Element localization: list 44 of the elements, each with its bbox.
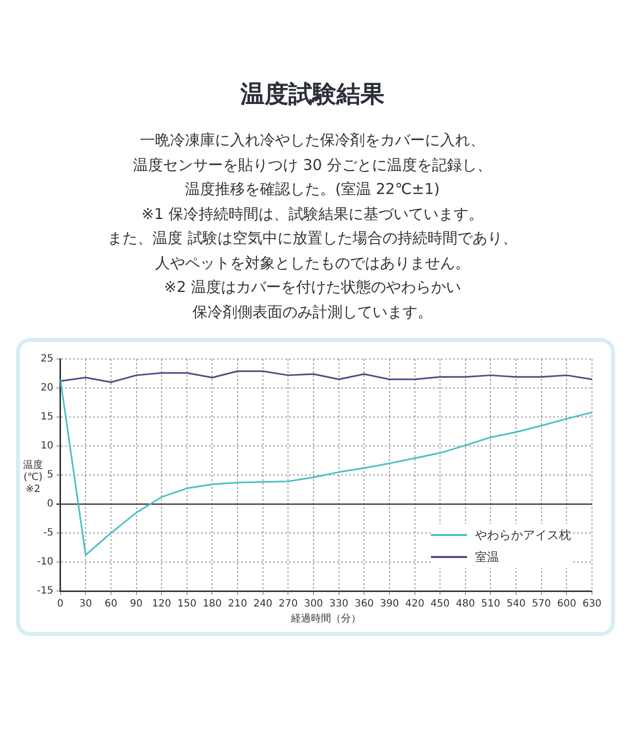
y-tick-label: 0: [46, 498, 54, 510]
text: 温度推移を確認した。(室温 22℃±1): [184, 179, 441, 200]
x-tick-label: 570: [532, 598, 551, 610]
x-tick-label: 300: [304, 598, 324, 610]
x-tick-label: 210: [228, 598, 248, 610]
text: 人やペットを対象としたものではありません。: [154, 252, 471, 274]
x-tick-label: 450: [430, 598, 450, 610]
y-tick-label: 25: [40, 354, 54, 365]
x-tick-label: 360: [354, 598, 374, 610]
x-tick-label: 240: [253, 598, 272, 610]
x-tick-label: 480: [456, 598, 475, 610]
text: 温度センサーを貼りつけ 30 分ごとに温度を記録し、: [132, 154, 493, 176]
x-tick-label: 30: [79, 598, 92, 610]
x-tick-label: 150: [177, 598, 196, 610]
text: ※1 保冷持続時間は、試験結果に基づいています。: [140, 204, 484, 224]
text: 一晩冷凍庫に入れ冷やした保冷剤をカバーに入れ、: [139, 130, 486, 151]
x-tick-label: 630: [582, 598, 602, 610]
legend-label: 室温: [475, 549, 499, 566]
x-tick-label: 60: [104, 598, 118, 610]
y-tick-label: -10: [36, 556, 54, 568]
x-tick-label: 420: [405, 598, 424, 610]
x-axis-title: 経過時間（分）: [290, 612, 362, 625]
x-tick-label: 330: [329, 598, 348, 610]
chart-title: 温度試験結果: [239, 79, 386, 110]
y-axis-title: 温度 (℃) ※2: [22, 460, 44, 496]
x-tick-label: 540: [506, 598, 526, 610]
x-tick-label: 510: [481, 598, 500, 610]
x-tick-label: 90: [130, 598, 143, 610]
text: また、温度 試験は空気中に放置した場合の持続時間であり、: [106, 228, 518, 249]
y-tick-label: 15: [40, 412, 54, 423]
y-tick-label: 10: [40, 440, 54, 452]
text: 保冷剤側表面のみ計測しています。: [192, 302, 434, 322]
x-tick-label: 120: [152, 598, 172, 610]
y-tick-label: -15: [36, 586, 54, 597]
x-tick-label: 600: [557, 598, 576, 610]
text: ※2 温度はカバーを付けた状態のやわらかい: [163, 277, 462, 298]
x-tick-label: 390: [380, 598, 400, 610]
legend-label: やわらかアイス枕: [475, 527, 571, 544]
y-tick-label: 20: [40, 382, 54, 394]
x-tick-label: 270: [278, 598, 298, 610]
x-tick-label: 0: [57, 598, 64, 610]
y-tick-label: 5: [46, 470, 54, 481]
x-tick-label: 180: [202, 598, 222, 610]
y-tick-label: -5: [43, 528, 54, 539]
